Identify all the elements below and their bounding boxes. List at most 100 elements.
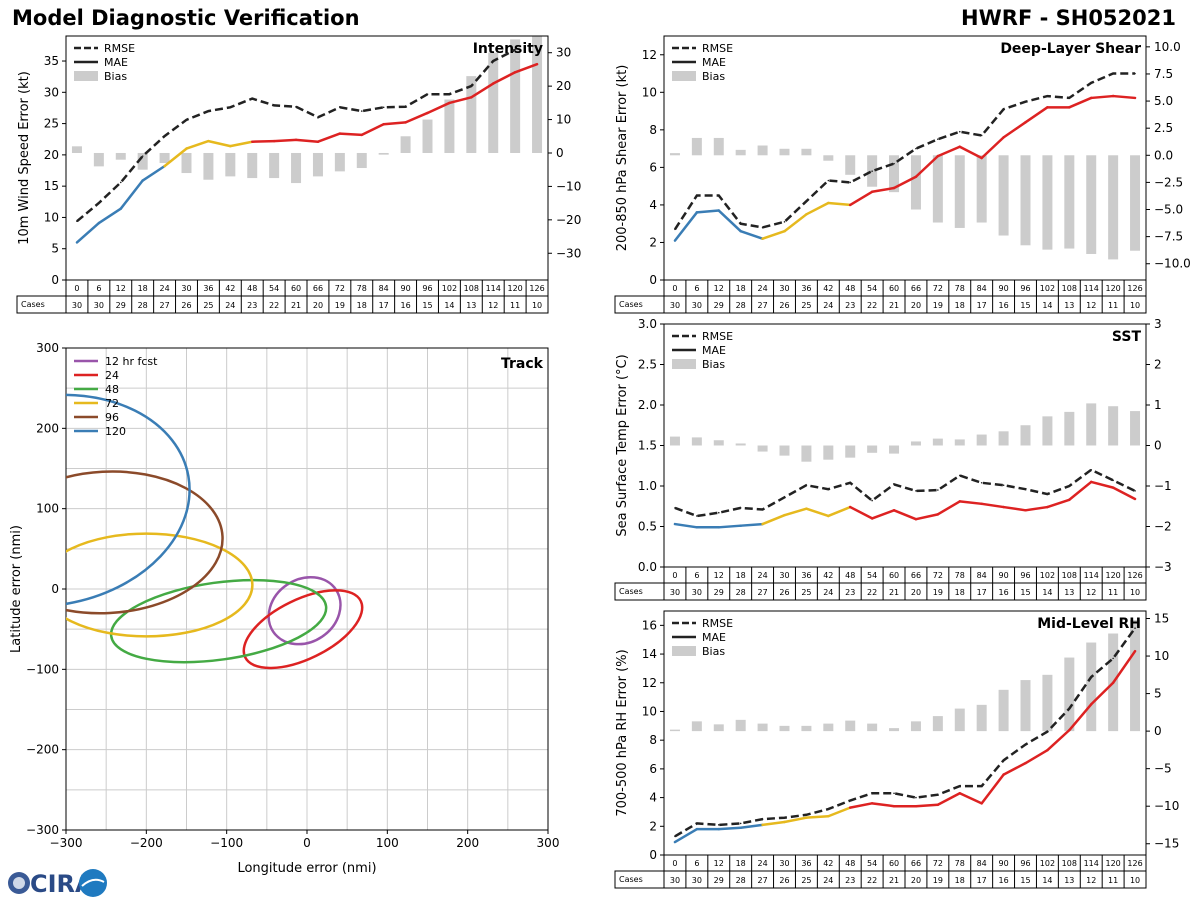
bias-bar — [356, 152, 367, 169]
bias-bar — [291, 152, 302, 184]
bias-bar — [801, 725, 812, 732]
forecast-hour: 78 — [955, 284, 965, 293]
case-count: 10 — [1130, 876, 1140, 885]
y-tick-label: 25 — [44, 117, 59, 131]
forecast-hour: 30 — [181, 284, 191, 293]
y-tick-label: 300 — [36, 341, 59, 355]
mae-point — [229, 145, 232, 147]
bias-bar — [954, 439, 965, 446]
bias-bar — [400, 136, 411, 153]
cira-logo: CIRA — [4, 866, 108, 898]
bias-bar — [889, 155, 900, 193]
mae-point — [470, 96, 473, 99]
bias-bar — [976, 155, 987, 223]
case-count: 25 — [203, 301, 213, 310]
forecast-hour: 42 — [823, 571, 833, 580]
case-count: 25 — [801, 301, 811, 310]
bias-bar — [1042, 416, 1053, 446]
rmse-point — [827, 808, 830, 810]
y-tick-label: 10 — [642, 85, 657, 99]
mae-point — [739, 230, 742, 232]
forecast-hour: 48 — [845, 284, 855, 293]
y-axis-label: Latitude error (nmi) — [9, 525, 24, 653]
mae-point — [717, 828, 720, 830]
y2-tick-label: 10 — [1154, 649, 1169, 663]
mae-point — [717, 526, 720, 529]
bias-bar — [823, 445, 834, 460]
mae-segment — [229, 140, 254, 148]
bias-bar — [203, 152, 214, 180]
bias-bar — [910, 721, 921, 732]
track-ellipse-12-hr-fcst — [267, 575, 342, 646]
mae-segment — [761, 229, 786, 240]
mae-segment — [717, 209, 742, 233]
mae-point — [717, 209, 720, 212]
case-count: 22 — [867, 876, 877, 885]
bias-bar — [691, 137, 702, 156]
mae-point — [849, 806, 852, 809]
forecast-hour: 12 — [714, 571, 724, 580]
mae-point — [980, 802, 983, 805]
mae-point — [739, 524, 742, 527]
mae-point — [1024, 509, 1027, 512]
forecast-hour: 36 — [203, 284, 213, 293]
rmse-point — [339, 106, 341, 109]
mae-point — [1046, 106, 1049, 109]
rmse-point — [1046, 730, 1049, 733]
mae-point — [514, 71, 516, 74]
y2-tick-label: −20 — [556, 213, 581, 227]
y2-tick-label: 7.5 — [1154, 67, 1173, 81]
y-tick-label: 12 — [642, 676, 657, 690]
y-axis-label: 700-500 hPa RH Error (%) — [615, 649, 630, 816]
rmse-point — [674, 835, 676, 838]
bias-bar — [510, 39, 521, 153]
forecast-hour: 0 — [672, 284, 677, 293]
case-count: 19 — [335, 301, 345, 310]
case-count: 11 — [510, 301, 520, 310]
rmse-point — [958, 130, 961, 133]
forecast-hour: 126 — [1127, 571, 1142, 580]
mae-point — [761, 237, 764, 240]
rmse-point — [185, 119, 188, 121]
chart-track: −300 −200 −100 0 100 200 300 −300 −200 −100 0 100 20… — [9, 341, 559, 876]
bias-bar — [823, 723, 834, 732]
mae-segment — [958, 500, 983, 506]
forecast-hour: 84 — [977, 284, 987, 293]
mae-segment — [914, 803, 940, 808]
rmse-point — [273, 104, 275, 107]
mae-point — [893, 805, 895, 807]
rmse-point — [937, 489, 939, 491]
bias-bar — [998, 155, 1009, 236]
forecast-hour: 24 — [757, 859, 767, 868]
bias-bar — [422, 119, 433, 153]
chart-title: Intensity — [473, 41, 543, 57]
case-count: 17 — [379, 301, 389, 310]
case-count: 30 — [692, 301, 702, 310]
mae-segment — [272, 138, 298, 143]
case-count: 13 — [466, 301, 476, 310]
mae-segment — [805, 814, 830, 819]
forecast-hour: 60 — [291, 284, 301, 293]
case-count: 28 — [736, 876, 746, 885]
mae-point — [1002, 773, 1005, 776]
mae-segment — [958, 145, 983, 160]
mae-segment — [914, 513, 940, 521]
rmse-point — [1024, 100, 1027, 103]
bias-bar — [247, 152, 258, 179]
rmse-point — [717, 824, 720, 826]
mae-point — [739, 826, 742, 829]
mae-segment — [783, 213, 808, 233]
mae-segment — [739, 823, 764, 829]
x-axis-label: Longitude error (nmi) — [237, 861, 376, 876]
rmse-point — [674, 228, 676, 231]
mae-point — [1002, 506, 1005, 508]
track-ellipse-120 — [66, 393, 191, 608]
rmse-point — [696, 515, 698, 517]
case-count: 16 — [998, 301, 1008, 310]
forecast-hour: 120 — [1105, 284, 1120, 293]
forecast-hour: 60 — [889, 859, 899, 868]
mae-point — [696, 211, 698, 214]
y2-tick-label: 5.0 — [1154, 94, 1173, 108]
legend-bias-swatch — [672, 71, 696, 81]
forecast-hour: 24 — [159, 284, 169, 293]
